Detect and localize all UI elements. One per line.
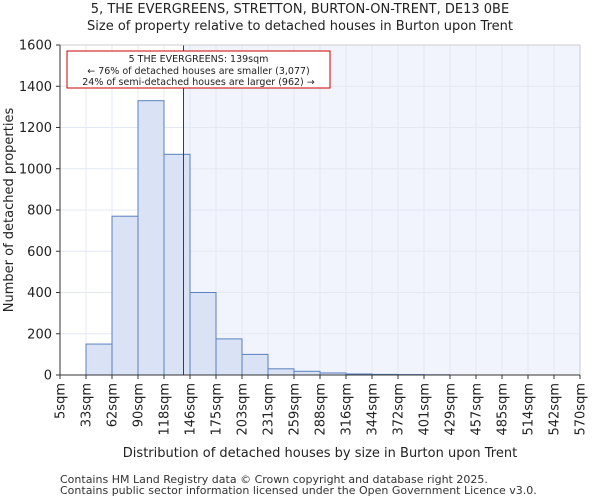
x-tick-label: 429sqm (444, 383, 459, 436)
x-tick-label: 146sqm (184, 383, 199, 436)
histogram-bar (137, 100, 165, 376)
annotation-border (66, 50, 331, 89)
chart-title: 5, THE EVERGREENS, STRETTON, BURTON-ON-T… (90, 2, 510, 17)
histogram-bar (85, 343, 113, 376)
y-tick-label: 1400 (19, 80, 52, 95)
histogram-bar (189, 292, 217, 376)
footer-line-1: Contains HM Land Registry data © Crown c… (60, 473, 488, 486)
x-tick-label: 401sqm (418, 383, 433, 436)
histogram-bar (215, 338, 243, 376)
x-tick-label: 288sqm (314, 383, 329, 436)
footer-line-2: Contains public sector information licen… (60, 484, 537, 497)
x-tick-label: 457sqm (470, 383, 485, 436)
y-axis-label: Number of detached properties (2, 108, 17, 313)
x-tick-label: 542sqm (548, 383, 563, 436)
y-tick-label: 800 (27, 204, 52, 219)
histogram-bar (163, 153, 191, 376)
annotation-line-2: ← 76% of detached houses are smaller (3,… (87, 66, 310, 77)
histogram-bar (267, 368, 295, 376)
y-tick-label: 1200 (19, 121, 52, 136)
x-tick-label: 203sqm (236, 383, 251, 436)
x-tick-label: 570sqm (574, 383, 589, 436)
x-tick-label: 485sqm (496, 383, 511, 436)
histogram-bar (111, 215, 139, 376)
x-tick-label: 259sqm (288, 383, 303, 436)
bars-group (85, 100, 451, 376)
annotation-line-3: 24% of semi-detached houses are larger (… (82, 77, 315, 88)
y-tick-label: 400 (27, 286, 52, 301)
x-tick-label: 514sqm (522, 383, 537, 436)
x-tick-label: 316sqm (340, 383, 355, 436)
x-tick-label: 33sqm (80, 383, 95, 427)
x-axis-label: Distribution of detached houses by size … (123, 446, 517, 461)
y-tick-label: 1000 (19, 162, 52, 177)
x-tick-label: 344sqm (366, 383, 381, 436)
histogram-bar (241, 353, 269, 376)
y-tick-labels: 0 200 400 600 800 1000 1200 1400 1600 (19, 39, 60, 384)
x-tick-label: 118sqm (158, 383, 173, 436)
y-tick-label: 200 (27, 327, 52, 342)
x-tick-label: 175sqm (210, 383, 225, 436)
chart-subtitle: Size of property relative to detached ho… (87, 19, 513, 34)
x-tick-label: 231sqm (262, 383, 277, 436)
y-tick-label: 600 (27, 245, 52, 260)
x-tick-label: 372sqm (392, 383, 407, 436)
x-tick-label: 62sqm (106, 383, 121, 427)
annotation-line-1: 5 THE EVERGREENS: 139sqm (129, 54, 269, 65)
y-tick-label: 1600 (19, 39, 52, 54)
x-tick-label: 5sqm (54, 383, 69, 419)
y-tick-label: 0 (44, 369, 52, 384)
histogram-bar (293, 370, 321, 376)
annotation-box: 5 THE EVERGREENS: 139sqm ← 76% of detach… (66, 50, 331, 89)
x-tick-label: 90sqm (132, 383, 147, 427)
x-tick-labels: 5sqm 33sqm 62sqm 90sqm 118sqm 146sqm 175sqm 203… (54, 375, 589, 436)
